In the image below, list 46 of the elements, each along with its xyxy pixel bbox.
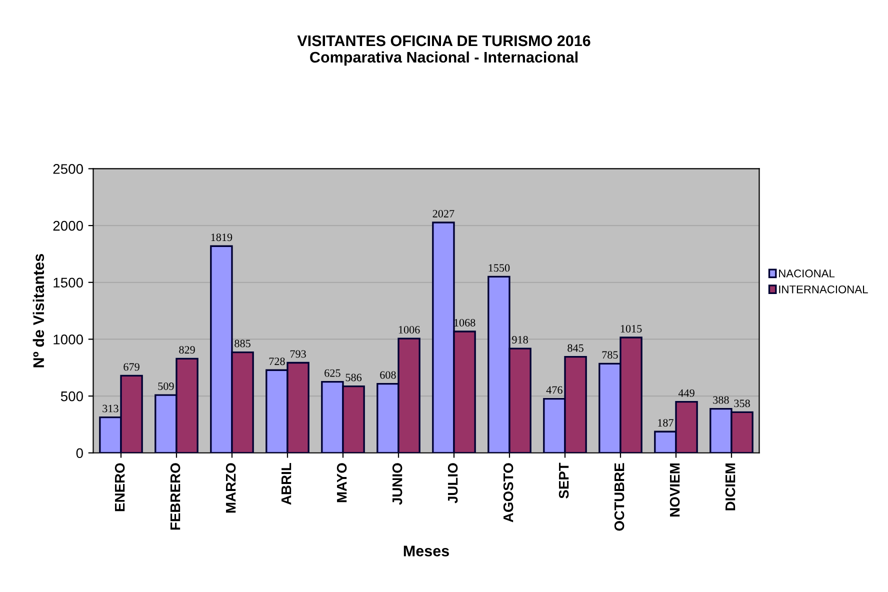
x-axis-title: Meses [404,546,449,556]
x-tick-label: MAYO [336,463,347,502]
data-label: 1550 [488,264,510,272]
data-label: 845 [568,344,584,352]
x-tick-label: ENERO [114,463,125,512]
chart-title: VISITANTES OFICINA DE TURISMO 2016 Comparativa Nacional - Internacional [297,35,590,66]
data-label: 449 [678,389,694,397]
x-tick-label: AGOSTO [503,463,514,522]
x-tick-label: MARZO [226,463,236,513]
x-tick-label: OCTUBRE [614,463,624,531]
legend-label: NACIONAL [779,270,835,278]
data-label: 1006 [398,326,420,334]
y-tick-label: 500 [60,391,83,402]
data-label: 187 [658,419,674,427]
data-label: 476 [546,386,562,394]
y-tick-label: 1000 [54,334,83,344]
data-label: 1015 [620,324,642,332]
x-tick-label: ABRIL [282,463,292,505]
data-label: 608 [380,371,396,379]
x-tick-label: JULIO [448,463,458,504]
data-label: 829 [179,346,195,354]
data-label: 586 [346,374,362,382]
data-label: 793 [290,350,306,358]
x-tick-label: SEPT [558,462,569,498]
legend-label: INTERNACIONAL [779,285,868,294]
x-tick-label: NOVIEM [670,464,680,516]
data-label: 388 [713,396,729,404]
data-label: 509 [158,382,174,390]
data-label: 313 [102,404,118,412]
x-tick-label: FEBRERO [170,463,180,530]
data-label: 918 [512,336,528,344]
data-label: 728 [269,358,285,366]
x-tick-label: JUNIO [392,463,402,505]
x-tick-label: DICIEM [725,464,736,510]
data-label: 358 [734,400,750,408]
y-tick-label: 2000 [53,220,83,231]
y-tick-label: 1500 [54,278,83,288]
data-label: 1819 [211,234,232,242]
data-label: 785 [602,351,618,359]
data-label: 2027 [432,210,454,218]
y-tick-label: 2500 [53,164,83,174]
y-tick-label: 0 [76,448,83,458]
data-label: 625 [324,369,340,377]
data-label: 885 [234,340,250,348]
y-axis-title: Nº de Visitantes [32,254,44,368]
data-label: 679 [124,363,140,371]
